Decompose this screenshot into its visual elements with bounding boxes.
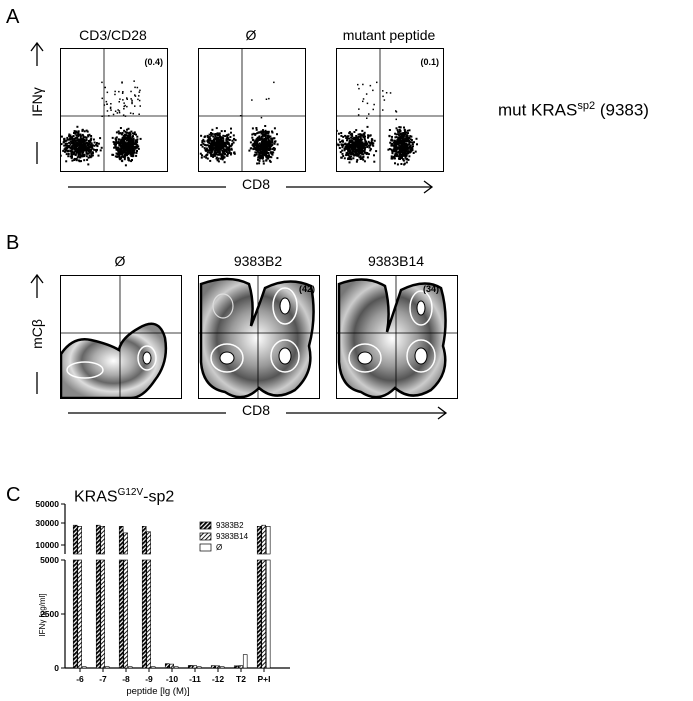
panel-b-plot-2: (42) [198, 275, 320, 399]
y-tick-label: 5000 [40, 555, 59, 565]
x-tick-label: -6 [76, 674, 84, 684]
y-tick-label: 10000 [35, 540, 59, 550]
legend-label: 9383B2 [216, 521, 244, 530]
panel-a-plot-2 [198, 48, 306, 172]
panel-b-y-axis-arrow [30, 273, 44, 394]
panel-b-letter: B [6, 232, 20, 254]
bar-upper [265, 525, 271, 555]
panel-a-x-label: CD8 [226, 176, 286, 192]
panel-a-quadrant-pct-3: (0.1) [420, 57, 439, 67]
bar [261, 559, 266, 669]
panel-a-side-label: mut KRASsp2 (9383) [498, 100, 649, 120]
bar [173, 666, 179, 669]
bar [123, 559, 128, 669]
bar [164, 663, 170, 669]
contour-plot-3 [337, 276, 457, 398]
legend-label: Ø [216, 543, 222, 552]
chart-y-label: IFNγ [pg/ml] [38, 593, 47, 636]
bar [150, 666, 156, 669]
y-tick-label: 2500 [40, 609, 59, 619]
y-tick-label: 50000 [35, 499, 59, 509]
bar [127, 666, 133, 669]
bar [146, 559, 151, 669]
panel-c-letter: C [6, 484, 21, 506]
bar [215, 665, 220, 669]
bar [242, 654, 248, 669]
bar [104, 666, 110, 669]
bar [192, 665, 197, 669]
legend-swatch [199, 532, 212, 541]
panel-b-y-label: mCβ [29, 319, 45, 349]
x-tick-label: -7 [99, 674, 107, 684]
bar [265, 559, 271, 669]
bar [100, 559, 105, 669]
chart-x-label: peptide [lg (M)] [126, 686, 189, 697]
panel-b-title-1: Ø [114, 253, 126, 269]
legend-swatch [199, 521, 212, 530]
bar-upper [141, 525, 147, 555]
panel-b-x-label: CD8 [226, 402, 286, 418]
bar-upper [256, 525, 262, 555]
contour-plot-2 [199, 276, 319, 398]
bar [256, 559, 262, 669]
panel-b-plot-3: (34) [336, 275, 458, 399]
bar-upper [123, 532, 128, 555]
bar-upper [146, 531, 151, 555]
bar-upper [118, 525, 124, 555]
panel-a-plot-1: (0.4) [60, 48, 168, 172]
bar [77, 559, 82, 669]
bar [95, 559, 101, 669]
bar-upper [261, 524, 266, 555]
x-tick-label: -11 [189, 674, 201, 684]
bar [196, 666, 202, 669]
panel-b-plot-1 [60, 275, 182, 399]
legend-swatch [199, 543, 212, 552]
y-tick-label: 30000 [35, 518, 59, 528]
bar [210, 665, 216, 669]
x-tick-label: -9 [145, 674, 153, 684]
bar [118, 559, 124, 669]
x-tick-label: T2 [236, 674, 246, 684]
bar [72, 559, 78, 669]
bar [187, 665, 193, 669]
panel-c-title: KRASG12V-sp2 [74, 487, 175, 506]
panel-b-quadrant-pct-2: (42) [298, 284, 315, 294]
panel-a-y-axis-arrow [30, 41, 44, 164]
x-tick-label: P+I [258, 674, 271, 684]
bar [238, 665, 243, 669]
x-tick-label: -10 [166, 674, 179, 684]
bar-upper [100, 525, 105, 555]
bar [169, 663, 174, 669]
bar [141, 559, 147, 669]
bar-upper [95, 524, 101, 555]
x-tick-label: -12 [212, 674, 225, 684]
bar-upper [72, 524, 78, 555]
bar-upper [77, 525, 82, 555]
contour-plot-1 [61, 276, 181, 398]
panel-a-title-1: CD3/CD28 [79, 27, 147, 43]
panel-b-quadrant-pct-3: (34) [422, 284, 439, 294]
panel-b-title-3: 9383B14 [367, 253, 425, 269]
ifng-bar-chart: IFNγ [pg/ml] 50000 30000 10000 5000 2500 0 -6… [35, 499, 290, 697]
panel-a-title-2: Ø [245, 27, 257, 43]
panel-a-plot-3: (0.1) [336, 48, 444, 172]
panel-a-y-label: IFNγ [29, 87, 45, 117]
legend-label: 9383B14 [216, 532, 249, 541]
panel-a-title-3: mutant peptide [342, 27, 436, 43]
panel-b-title-2: 9383B2 [233, 253, 283, 269]
bar [233, 665, 239, 669]
panel-a-letter: A [6, 6, 20, 28]
bar [219, 666, 225, 669]
y-tick-label: 0 [54, 663, 59, 673]
bar [81, 666, 87, 669]
panel-a-quadrant-pct-1: (0.4) [144, 57, 163, 67]
x-tick-label: -8 [122, 674, 130, 684]
